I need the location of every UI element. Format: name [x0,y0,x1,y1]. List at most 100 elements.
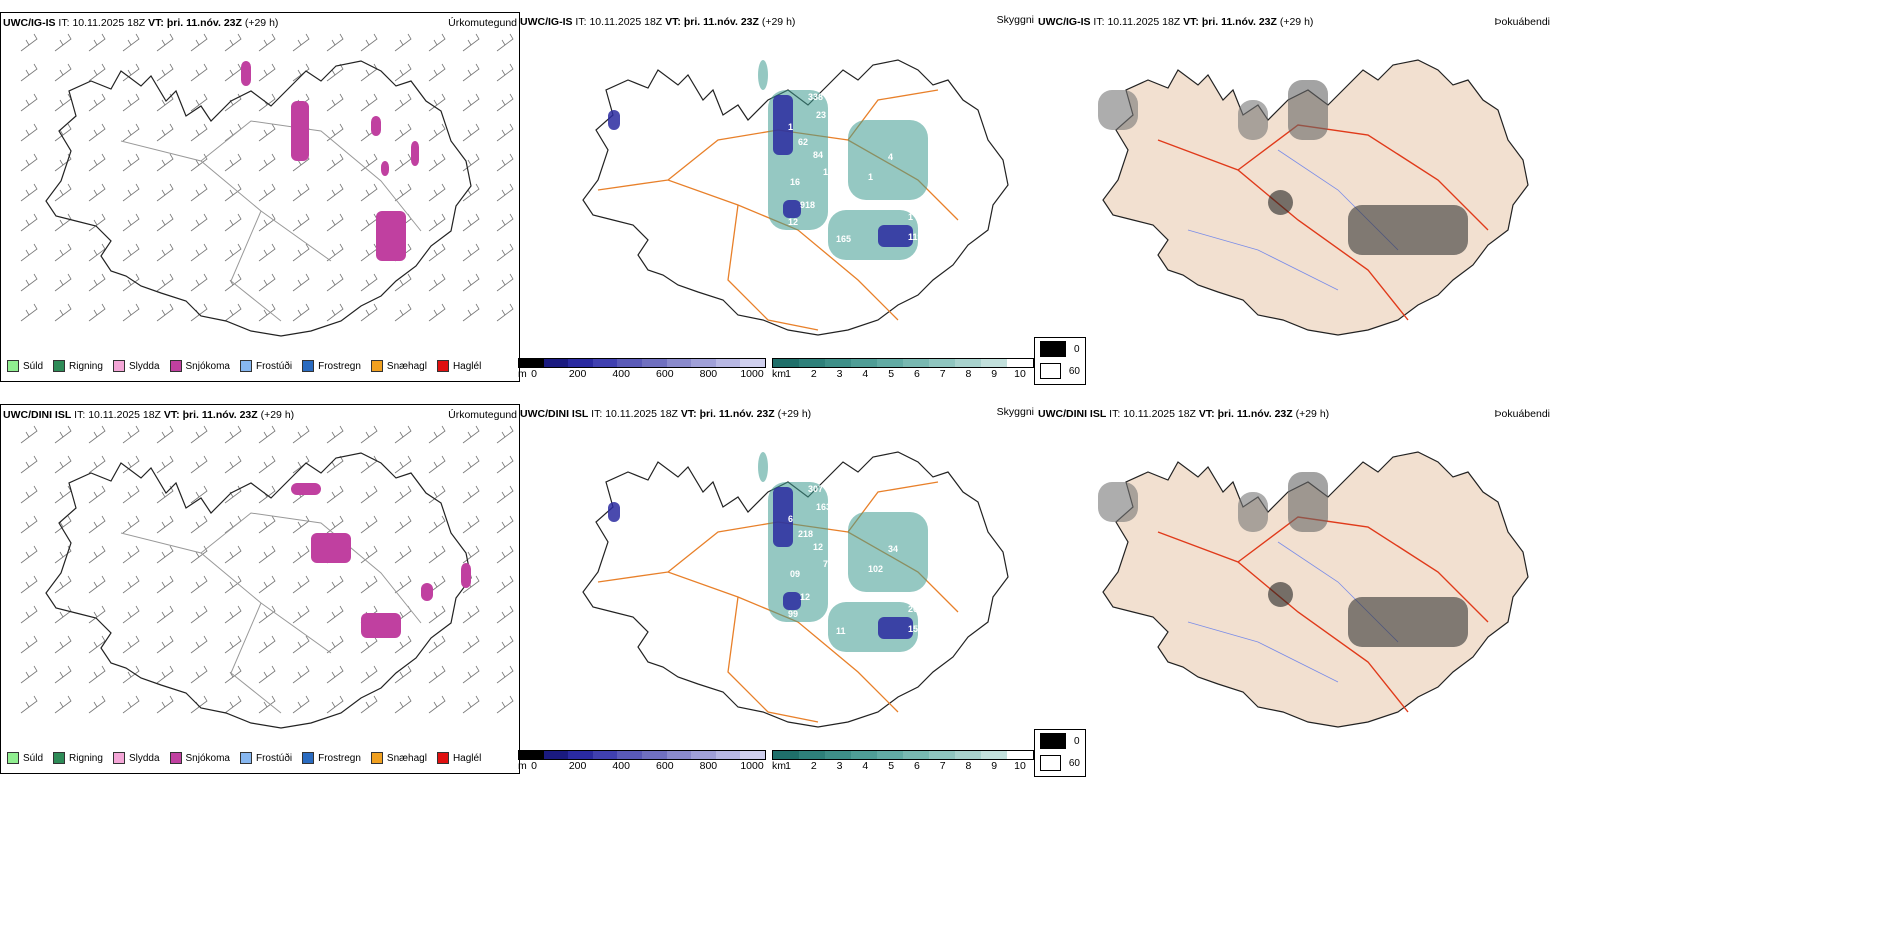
wind-barb [360,153,378,172]
wind-barb [224,575,242,594]
wind-barb [326,243,344,262]
legend-label: Haglél [452,360,482,372]
scale-tick-label: 800 [699,760,718,772]
vt-value: þri. 11.nóv. 23Z [1217,408,1293,420]
it-label: IT: [1093,16,1105,28]
wind-barb [190,455,208,474]
fog-legend-label: 60 [1068,365,1080,377]
fog-legend-swatch [1040,341,1066,357]
wind-barb [292,545,310,564]
snow-area [361,613,401,638]
wind-barb [258,213,276,232]
snow-area [291,101,309,161]
wind-barb [156,183,174,202]
scale-tick-label: 1 [785,760,791,772]
legend-label: Frostregn [318,360,361,372]
wind-barb [394,153,412,172]
wind-barb [394,455,412,474]
wind-barb [88,93,106,112]
wind-barb [360,515,378,534]
wind-barb [496,695,514,714]
wind-barb [292,273,310,292]
wind-barb [54,213,72,232]
scale-labels: km 1 2 3 4 5 6 7 8 9 10 [772,368,1034,382]
it-label: IT: [575,16,587,28]
wind-barb [54,303,72,322]
skyggni-panel-2: UWC/DINI ISL IT: 10.11.2025 18Z VT: þri.… [518,404,1038,772]
wind-barb [54,515,72,534]
wind-barb [428,243,446,262]
ceiling-value-label: 68 [858,260,868,270]
fog-legend: 0 60 [1034,729,1086,777]
wind-barb [258,665,276,684]
scale-tick-label: 5 [888,368,895,380]
vt-value: þri. 11.nóv. 23Z [699,408,775,420]
vt-value: þri. 11.nóv. 23Z [182,409,258,421]
wind-barb [394,575,412,594]
wind-barb [292,425,310,444]
wind-barb [122,243,140,262]
fog-legend: 0 60 [1034,337,1086,385]
precip-type-map [20,33,514,337]
wind-barb [156,63,174,82]
lead-time: (+29 h) [260,409,295,421]
legend-item: Frostregn [302,360,361,372]
fog-legend-swatch [1040,755,1061,771]
wind-barb [122,183,140,202]
panel-header: UWC/DINI ISL IT: 10.11.2025 18Z VT: þri.… [3,409,519,425]
wind-barb [462,695,480,714]
legend-swatch [7,360,19,372]
wind-barb [292,183,310,202]
scale-tick-label: 1 [785,368,791,380]
wind-barb [190,273,208,292]
wind-barb [258,123,276,142]
wind-barb [326,153,344,172]
wind-barb [190,485,208,504]
wind-barb [20,183,38,202]
wind-barb [496,455,514,474]
wind-barb [292,515,310,534]
scale-tick-label: 5 [888,760,895,772]
panel-header: UWC/IG-IS IT: 10.11.2025 18Z VT: þri. 11… [520,14,1038,32]
scale-tick-label: 9 [991,368,998,380]
coastline [45,452,472,729]
scale-tick-label: 10 [1014,760,1026,772]
wind-barb [496,213,514,232]
wind-barb [462,485,480,504]
fog-map [1098,59,1529,336]
ceiling-value-label: 16 [790,177,800,187]
low-ceiling-area [878,617,913,639]
fog-legend-label: 60 [1068,757,1080,769]
fog-legend-label: 0 [1074,343,1080,355]
wind-barb [224,303,242,322]
legend-swatch [112,360,125,372]
wind-barb [20,455,38,474]
wind-barb [496,575,514,594]
legend-item: Snæhagl [370,360,427,372]
wind-barb [190,93,208,112]
wind-barb [258,425,276,444]
wind-barb [258,605,276,624]
road-network [120,120,422,322]
wind-barb [428,213,446,232]
scale-tick-label: 7 [939,760,946,772]
wind-barb [20,63,38,82]
urkoma-panel-2: UWC/DINI ISL IT: 10.11.2025 18Z VT: þri.… [0,404,520,774]
scale-tick-label: 1000 [740,760,764,772]
wind-barb [496,33,514,52]
wind-barb [156,123,174,142]
wind-barb [54,93,72,112]
wind-barb [88,665,106,684]
fog-legend-row: 0 [1035,730,1085,752]
wind-barb [394,33,412,52]
wind-barb [292,303,310,322]
legend-label: Snjókoma [185,752,230,764]
vt-label: VT: [1198,408,1215,420]
wind-barb [326,123,344,142]
wind-barbs [20,33,514,322]
wind-barb [394,425,412,444]
legend-item: Haglél [436,360,482,372]
scale-tick-label: 0 [531,368,537,380]
wind-barb [224,425,242,444]
